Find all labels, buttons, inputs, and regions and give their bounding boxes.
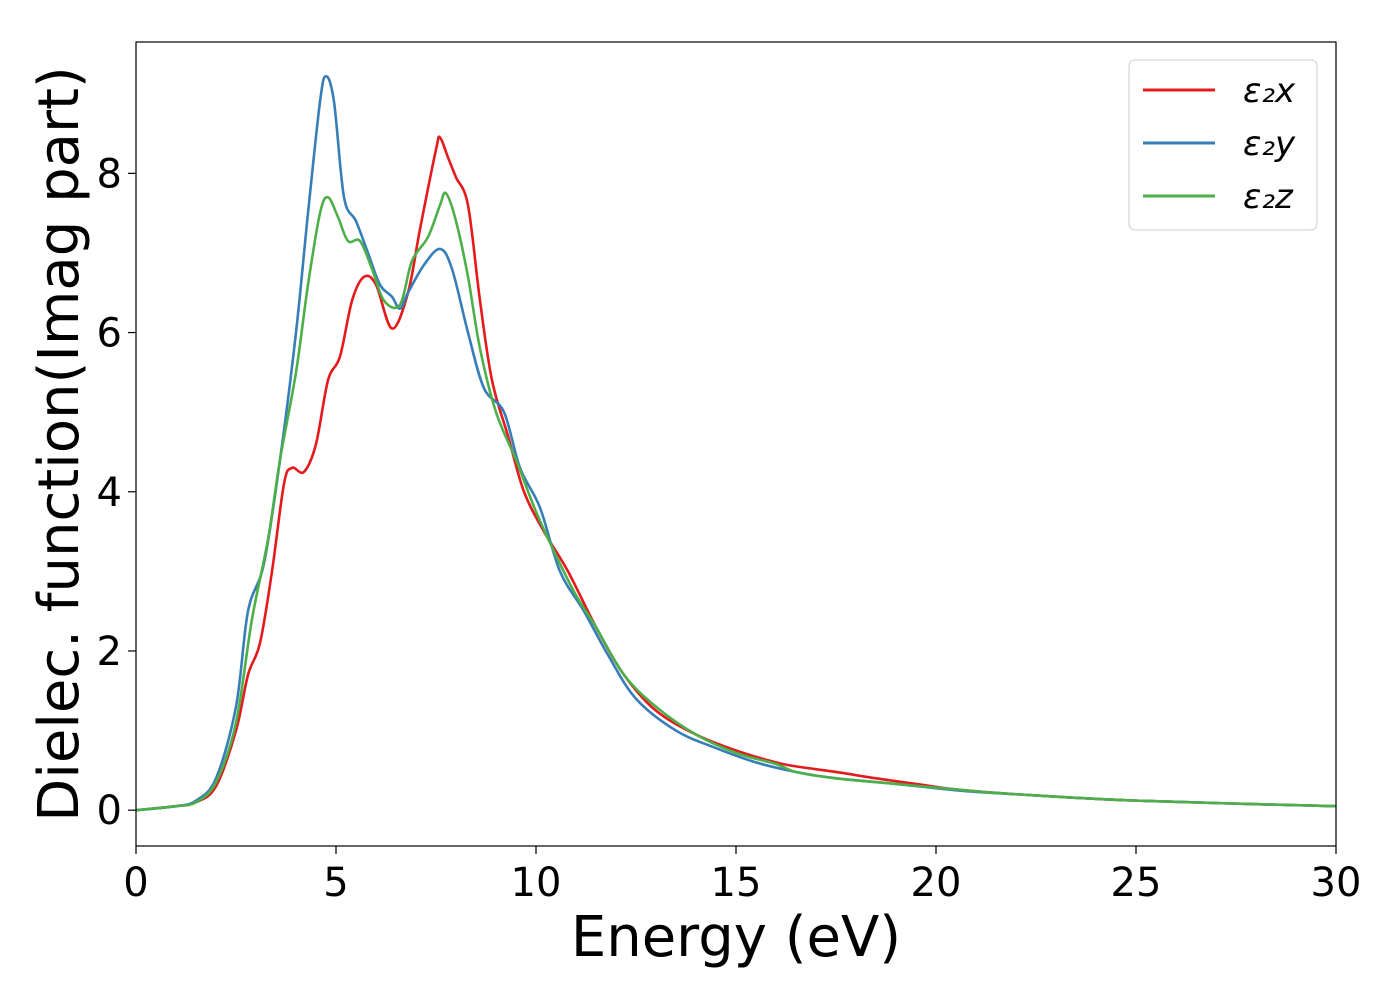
x-tick-label: 5 <box>323 860 348 906</box>
x-tick-label: 20 <box>911 860 962 906</box>
series-line-2 <box>135 191 1337 812</box>
y-tick-label: 8 <box>97 151 122 197</box>
y-tick-label: 2 <box>97 629 122 675</box>
y-tick-label: 0 <box>97 788 122 834</box>
y-axis-title: Dielec. function(Imag part) <box>27 66 92 822</box>
legend-box <box>1128 59 1318 231</box>
x-tick-label: 30 <box>1311 860 1362 906</box>
x-tick-label: 10 <box>511 860 562 906</box>
legend-label-1: ε₂y <box>1243 124 1296 164</box>
x-tick-label: 15 <box>711 860 762 906</box>
series-lines <box>135 74 1337 812</box>
x-tick-label: 0 <box>123 860 148 906</box>
x-axis-title: Energy (eV) <box>571 905 901 970</box>
y-tick-label: 4 <box>97 470 122 516</box>
y-tick-label: 6 <box>97 311 122 357</box>
legend-label-0: ε₂x <box>1243 71 1296 111</box>
series-line-0 <box>135 135 1337 812</box>
x-tick-label: 25 <box>1111 860 1162 906</box>
y-axis-ticks: 0 2 4 6 8 <box>97 151 136 834</box>
legend-label-2: ε₂z <box>1243 177 1294 217</box>
x-axis-ticks: 0 5 10 15 20 25 30 <box>123 846 1361 906</box>
legend-items: ε₂x ε₂y ε₂z <box>1143 71 1296 217</box>
legend: ε₂x ε₂y ε₂z <box>1128 59 1318 231</box>
